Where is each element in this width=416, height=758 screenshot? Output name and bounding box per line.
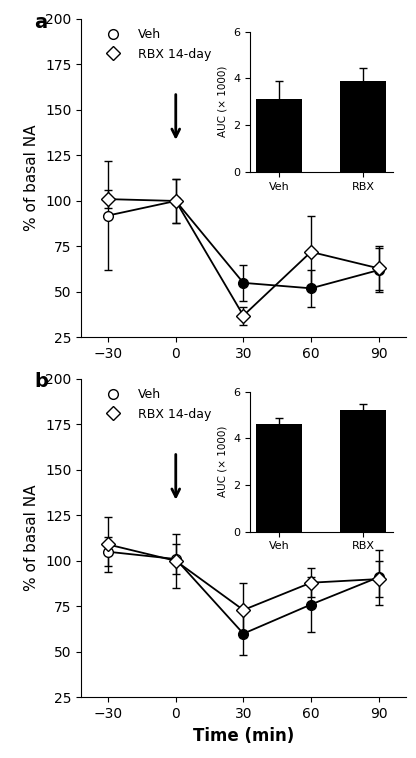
Text: b: b: [34, 372, 48, 391]
Y-axis label: % of basal NA: % of basal NA: [25, 485, 40, 591]
Bar: [256, 99, 302, 172]
Legend: Veh, RBX 14-day: Veh, RBX 14-day: [97, 388, 212, 421]
Y-axis label: AUC (× 1000): AUC (× 1000): [218, 426, 228, 497]
Bar: [340, 81, 386, 172]
Text: a: a: [34, 13, 47, 32]
X-axis label: Time (min): Time (min): [193, 727, 294, 744]
Y-axis label: AUC (× 1000): AUC (× 1000): [218, 66, 228, 137]
Legend: Veh, RBX 14-day: Veh, RBX 14-day: [97, 28, 212, 61]
Y-axis label: % of basal NA: % of basal NA: [25, 125, 40, 231]
Bar: [340, 410, 386, 532]
Bar: [256, 424, 302, 532]
